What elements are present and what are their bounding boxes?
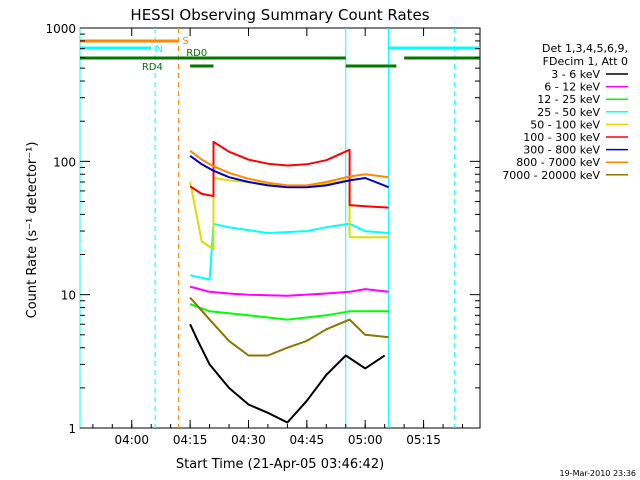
flag-label-n: N	[155, 44, 162, 55]
x-tick-label-3: 04:45	[290, 433, 325, 447]
y-tick-label-0: 1	[68, 422, 76, 436]
y-axis-label: Count Rate (s⁻¹ detector⁻¹)	[25, 142, 40, 319]
legend-label-3: 25 - 50 keV	[537, 106, 600, 119]
series-line-4	[189, 177, 389, 250]
series-line-2	[189, 303, 389, 321]
series-line-6	[189, 154, 389, 189]
series-line-0	[189, 323, 386, 424]
series-line-1	[189, 285, 389, 297]
x-tick-label-5: 05:15	[406, 433, 441, 447]
series-line-8	[189, 296, 389, 357]
legend-header-detectors: Det 1,3,4,5,6,9,	[542, 42, 628, 55]
legend-label-2: 12 - 25 keV	[537, 93, 600, 106]
flag-label-rd4: RD4	[142, 62, 163, 73]
y-tick-label-2: 100	[53, 155, 76, 169]
legend-label-6: 300 - 800 keV	[523, 144, 600, 157]
chart-title: HESSI Observing Summary Count Rates	[130, 6, 429, 24]
plot-frame	[79, 27, 481, 429]
series-line-3	[189, 222, 389, 281]
x-axis-label: Start Time (21-Apr-05 03:46:42)	[176, 457, 384, 472]
series-line-5	[189, 140, 389, 209]
legend-label-0: 3 - 6 keV	[551, 68, 600, 81]
flag-label-s: S	[182, 36, 188, 47]
y-tick-label-1: 10	[61, 289, 76, 303]
legend-label-1: 6 - 12 keV	[544, 81, 600, 94]
legend-label-4: 50 - 100 keV	[530, 118, 600, 131]
x-tick-label-1: 04:15	[173, 433, 208, 447]
x-tick-label-0: 04:00	[114, 433, 149, 447]
x-tick-label-4: 05:00	[348, 433, 383, 447]
y-tick-label-3: 1000	[45, 22, 76, 36]
legend-label-8: 7000 - 20000 keV	[502, 169, 600, 182]
series-line-7	[189, 150, 389, 187]
legend-label-5: 100 - 300 keV	[523, 131, 600, 144]
flag-label-rd0: RD0	[186, 48, 207, 59]
legend-label-7: 800 - 7000 keV	[516, 156, 600, 169]
timestamp: 19-Mar-2010 23:36	[560, 469, 637, 478]
legend-header-settings: FDecim 1, Att 0	[543, 55, 628, 68]
x-tick-label-2: 04:30	[231, 433, 266, 447]
